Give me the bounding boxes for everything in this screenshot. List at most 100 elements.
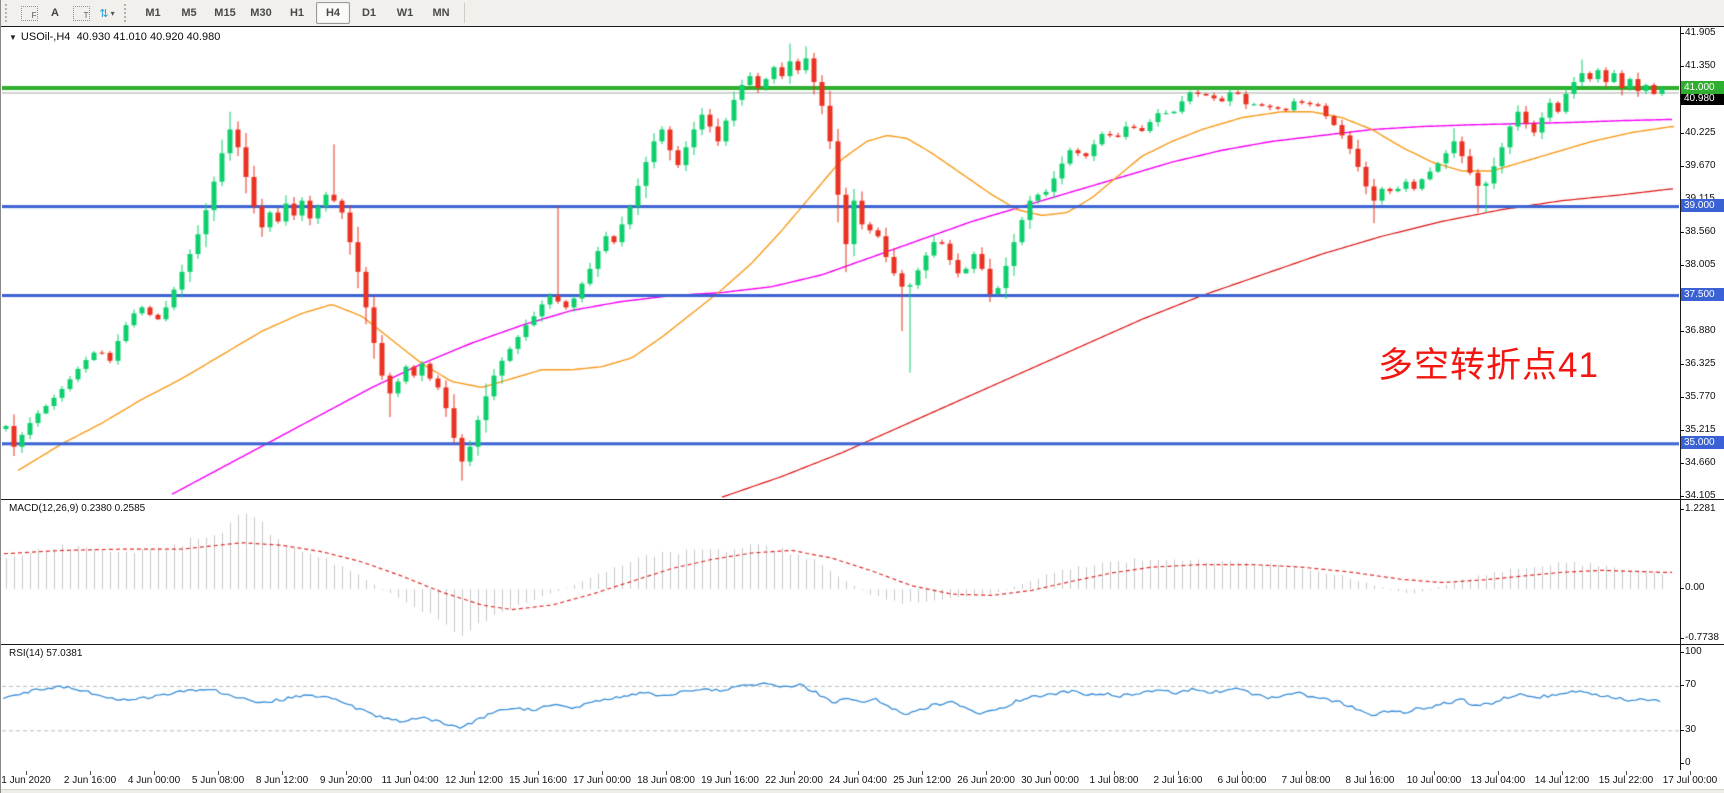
tf-button-M30[interactable]: M30 xyxy=(250,7,272,19)
time-label: 2 Jul 16:00 xyxy=(1153,775,1203,786)
price-tick-label: 35.215 xyxy=(1685,424,1716,436)
time-label: 24 Jun 04:00 xyxy=(829,775,887,786)
ohlc-values: 40.930 41.010 40.920 40.980 xyxy=(76,31,221,43)
tf-button-M1[interactable]: M1 xyxy=(145,7,161,19)
price-tick xyxy=(1680,165,1684,167)
time-label: 14 Jul 12:00 xyxy=(1534,775,1590,786)
toolbar-separator xyxy=(464,3,465,23)
time-label: 6 Jul 00:00 xyxy=(1217,775,1267,786)
price-tick-label: 39.115 xyxy=(1685,193,1715,204)
time-tick xyxy=(1498,771,1499,775)
price-badge-37.500: 37.500 xyxy=(1681,288,1724,302)
macd-tick xyxy=(1680,637,1684,639)
time-tick xyxy=(1306,771,1307,775)
chart-grid-icon[interactable]: F xyxy=(17,2,41,24)
rsi-tick-label: 30 xyxy=(1685,723,1697,735)
time-label: 10 Jul 00:00 xyxy=(1406,775,1462,786)
price-tick xyxy=(1680,132,1684,134)
price-tick xyxy=(1680,430,1684,432)
time-tick xyxy=(154,771,155,775)
time-tick xyxy=(1050,771,1051,775)
time-tick xyxy=(730,771,731,775)
time-tick xyxy=(922,771,923,775)
time-label: 18 Jun 08:00 xyxy=(637,775,695,786)
time-label: 11 Jun 04:00 xyxy=(381,775,439,786)
tf-button-H1[interactable]: H1 xyxy=(289,7,305,19)
time-tick xyxy=(794,771,795,775)
time-tick xyxy=(666,771,667,775)
time-axis[interactable]: 1 Jun 2020 2 Jun 16:00 4 Jun 00:00 5 Jun 08… xyxy=(1,771,1724,789)
time-tick xyxy=(26,771,27,775)
time-label: 17 Jul 00:00 xyxy=(1662,775,1718,786)
time-label: 8 Jul 16:00 xyxy=(1345,775,1395,786)
main-chart-panel xyxy=(1,26,1724,500)
macd-tick xyxy=(1680,509,1684,511)
time-tick xyxy=(346,771,347,775)
time-label: 1 Jul 08:00 xyxy=(1089,775,1139,786)
time-tick xyxy=(1370,771,1371,775)
rsi-tick-label: 0 xyxy=(1685,757,1691,769)
arrows-style-icon[interactable]: ⇅ ▾ xyxy=(99,7,115,20)
chart-expander-icon[interactable]: ▼ xyxy=(9,33,17,42)
toolbar-grip-2[interactable] xyxy=(124,4,131,22)
tf-button-MN[interactable]: MN xyxy=(432,7,450,19)
symbol-info-line[interactable]: ▼ USOil-,H4 40.930 41.010 40.920 40.980 xyxy=(9,31,220,43)
rsi-tick-label: 100 xyxy=(1685,646,1702,657)
rsi-tick-label: 70 xyxy=(1685,679,1697,691)
font-tool-icon[interactable]: A xyxy=(51,7,59,19)
rsi-tick xyxy=(1680,729,1684,731)
horizontal-scrollbar[interactable] xyxy=(1,789,1724,793)
time-tick xyxy=(1626,771,1627,775)
time-label: 2 Jun 16:00 xyxy=(63,775,117,786)
tf-button-D1[interactable]: D1 xyxy=(361,7,377,19)
time-tick xyxy=(1178,771,1179,775)
time-label: 15 Jul 22:00 xyxy=(1598,775,1654,786)
rsi-tick xyxy=(1680,685,1684,687)
main-chart-canvas[interactable] xyxy=(2,28,1679,498)
tf-button-H4[interactable]: H4 xyxy=(316,2,350,24)
macd-values: 0.2380 0.2585 xyxy=(81,503,146,514)
text-box-tool-icon[interactable]: T xyxy=(69,2,93,24)
time-tick xyxy=(218,771,219,775)
time-label: 26 Jun 20:00 xyxy=(957,775,1015,786)
macd-panel xyxy=(1,499,1724,645)
macd-label: MACD(12,26,9) 0.2380 0.2585 xyxy=(9,503,146,514)
price-badge-35.000: 35.000 xyxy=(1681,436,1724,450)
time-tick xyxy=(1690,771,1691,775)
rsi-label: RSI(14) 57.0381 xyxy=(9,648,83,659)
price-tick xyxy=(1680,66,1684,68)
time-label: 12 Jun 12:00 xyxy=(445,775,503,786)
time-label: 13 Jul 04:00 xyxy=(1470,775,1526,786)
time-tick xyxy=(858,771,859,775)
tf-button-M15[interactable]: M15 xyxy=(214,7,236,19)
price-tick-label: 35.770 xyxy=(1685,391,1716,403)
time-label: 22 Jun 20:00 xyxy=(765,775,823,786)
time-label: 1 Jun 2020 xyxy=(1,775,51,786)
tf-button-W1[interactable]: W1 xyxy=(396,7,414,19)
price-tick-label: 40.225 xyxy=(1685,126,1716,138)
time-label: 7 Jul 08:00 xyxy=(1281,775,1331,786)
rsi-tick xyxy=(1680,652,1684,653)
chart-text-annotation[interactable]: 多空转折点41 xyxy=(1378,346,1599,385)
time-tick xyxy=(1434,771,1435,775)
time-tick xyxy=(282,771,283,775)
price-tick-label: 34.105 xyxy=(1685,489,1716,501)
time-label: 4 Jun 00:00 xyxy=(127,775,181,786)
price-tick xyxy=(1680,33,1684,35)
price-tick xyxy=(1680,462,1684,464)
price-tick-label: 36.880 xyxy=(1685,325,1716,337)
time-label: 9 Jun 20:00 xyxy=(319,775,373,786)
tf-button-M5[interactable]: M5 xyxy=(181,7,197,19)
toolbar-grip[interactable] xyxy=(5,4,12,22)
time-label: 5 Jun 08:00 xyxy=(191,775,245,786)
symbol-title: USOil-,H4 xyxy=(20,31,71,43)
price-tick-label: 41.350 xyxy=(1685,60,1716,72)
time-label: 8 Jun 12:00 xyxy=(255,775,309,786)
price-tick xyxy=(1680,364,1684,366)
dropdown-caret-icon[interactable]: ▾ xyxy=(110,8,115,18)
rsi-canvas[interactable] xyxy=(2,646,1679,770)
price-tick xyxy=(1680,397,1684,399)
macd-canvas[interactable] xyxy=(2,501,1679,643)
time-label: 17 Jun 00:00 xyxy=(573,775,631,786)
price-tick xyxy=(1680,495,1684,497)
